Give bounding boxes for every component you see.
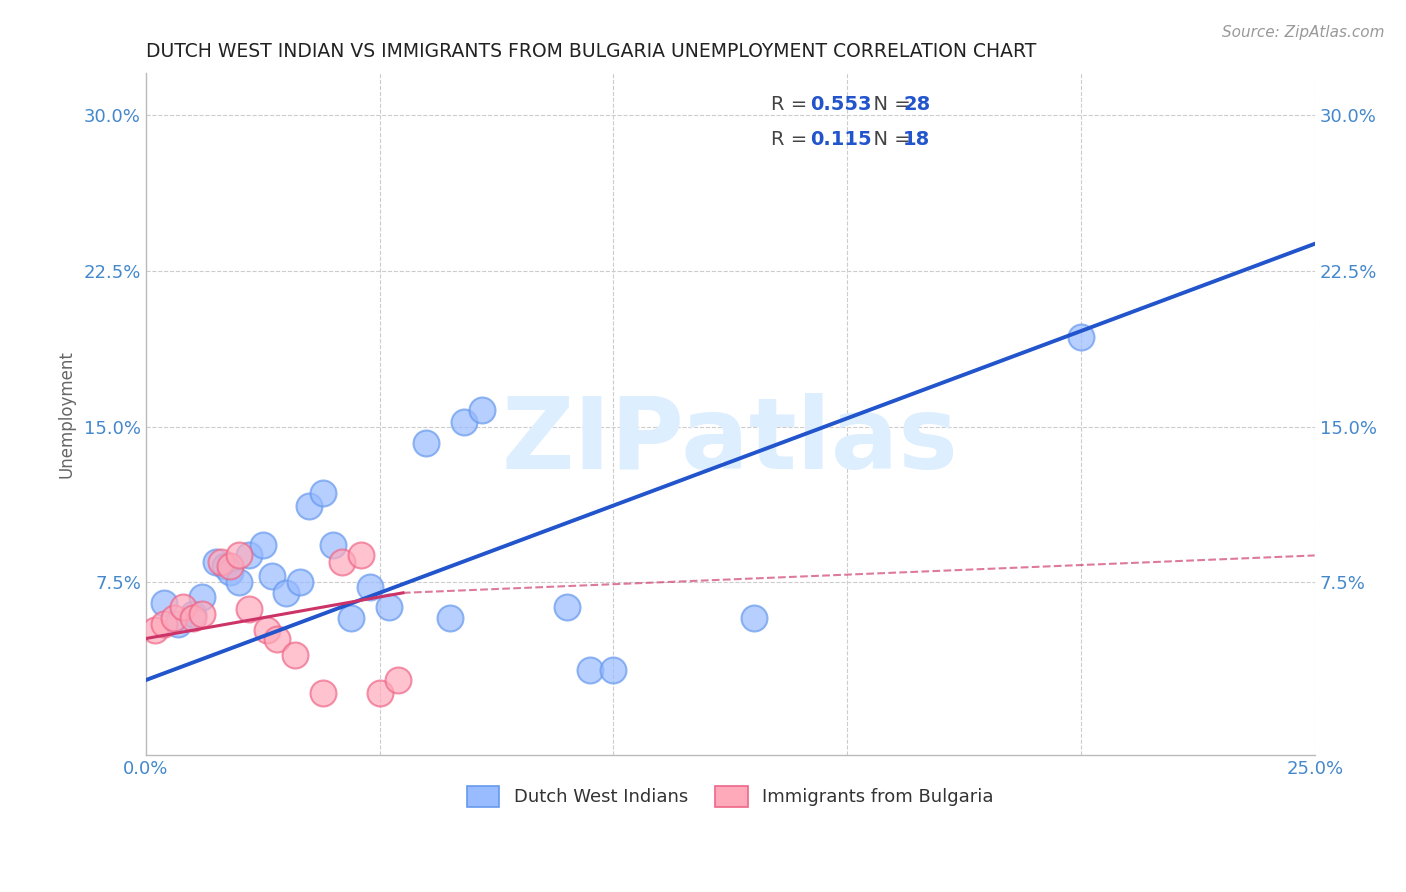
Point — [387, 673, 409, 687]
Point — [312, 486, 335, 500]
Point — [284, 648, 307, 663]
Text: DUTCH WEST INDIAN VS IMMIGRANTS FROM BULGARIA UNEMPLOYMENT CORRELATION CHART: DUTCH WEST INDIAN VS IMMIGRANTS FROM BUL… — [146, 42, 1036, 61]
Point — [181, 607, 204, 621]
Point — [439, 611, 461, 625]
Point — [219, 565, 242, 579]
Text: ZIPatlas: ZIPatlas — [502, 392, 959, 490]
Text: 18: 18 — [903, 130, 931, 149]
Point — [153, 617, 176, 632]
Text: N =: N = — [860, 130, 917, 149]
Point — [378, 600, 401, 615]
Point — [256, 624, 278, 638]
Point — [274, 586, 297, 600]
Point — [330, 555, 353, 569]
Point — [205, 555, 228, 569]
Point — [153, 596, 176, 610]
Point — [219, 558, 242, 573]
Point — [471, 403, 494, 417]
Point — [368, 685, 391, 699]
Point — [453, 416, 475, 430]
Point — [312, 685, 335, 699]
Point — [260, 569, 283, 583]
Text: R =: R = — [770, 95, 814, 113]
Point — [350, 549, 373, 563]
Point — [555, 600, 578, 615]
Point — [238, 549, 260, 563]
Point — [340, 611, 363, 625]
Point — [214, 558, 236, 573]
Point — [143, 624, 166, 638]
Point — [415, 436, 437, 450]
Y-axis label: Unemployment: Unemployment — [58, 351, 75, 478]
Text: 28: 28 — [903, 95, 931, 113]
Point — [1070, 330, 1092, 344]
Point — [359, 580, 381, 594]
Text: 0.553: 0.553 — [810, 95, 872, 113]
Point — [252, 538, 274, 552]
Legend: Dutch West Indians, Immigrants from Bulgaria: Dutch West Indians, Immigrants from Bulg… — [460, 779, 1001, 814]
Text: R =: R = — [770, 130, 820, 149]
Point — [228, 549, 250, 563]
Point — [238, 602, 260, 616]
Point — [181, 611, 204, 625]
Point — [579, 663, 602, 677]
Text: Source: ZipAtlas.com: Source: ZipAtlas.com — [1222, 25, 1385, 40]
Point — [602, 663, 624, 677]
Text: 0.115: 0.115 — [810, 130, 872, 149]
Point — [172, 600, 194, 615]
Point — [209, 555, 232, 569]
Point — [322, 538, 344, 552]
Point — [742, 611, 765, 625]
Point — [191, 607, 214, 621]
Point — [167, 617, 190, 632]
Point — [298, 499, 321, 513]
Point — [163, 611, 186, 625]
Text: N =: N = — [860, 95, 917, 113]
Point — [191, 590, 214, 604]
Point — [288, 575, 311, 590]
Point — [228, 575, 250, 590]
Point — [266, 632, 288, 646]
